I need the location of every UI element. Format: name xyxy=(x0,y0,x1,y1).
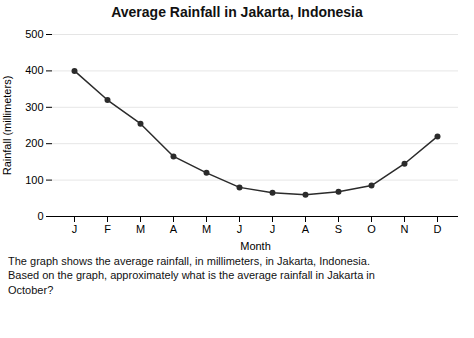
svg-text:400: 400 xyxy=(25,64,43,76)
html-text:The graph shows the average ra: The graph shows the average rainfall, in… xyxy=(8,255,370,267)
svg-text:M: M xyxy=(202,223,211,235)
svg-text:Rainfall (millimeters): Rainfall (millimeters) xyxy=(1,76,13,176)
svg-text:0: 0 xyxy=(37,210,43,222)
svg-text:200: 200 xyxy=(25,137,43,149)
svg-text:N: N xyxy=(401,223,409,235)
svg-text:Month: Month xyxy=(240,240,271,252)
svg-text:D: D xyxy=(434,223,442,235)
svg-text:300: 300 xyxy=(25,101,43,113)
svg-text:S: S xyxy=(335,223,342,235)
svg-text:O: O xyxy=(367,223,376,235)
svg-text:M: M xyxy=(136,223,145,235)
svg-text:J: J xyxy=(72,223,78,235)
svg-text:J: J xyxy=(270,223,276,235)
html-text:Average Rainfall in Jakarta, I: Average Rainfall in Jakarta, Indonesia xyxy=(111,4,363,20)
html-text:October?: October? xyxy=(8,283,54,296)
svg-text:A: A xyxy=(302,223,310,235)
svg-text:F: F xyxy=(104,223,111,235)
svg-text:100: 100 xyxy=(25,174,43,186)
svg-text:A: A xyxy=(170,223,178,235)
svg-text:J: J xyxy=(237,223,243,235)
html-text:Based on the graph, approximat: Based on the graph, approximately what i… xyxy=(8,269,375,282)
svg-text:500: 500 xyxy=(25,28,43,40)
